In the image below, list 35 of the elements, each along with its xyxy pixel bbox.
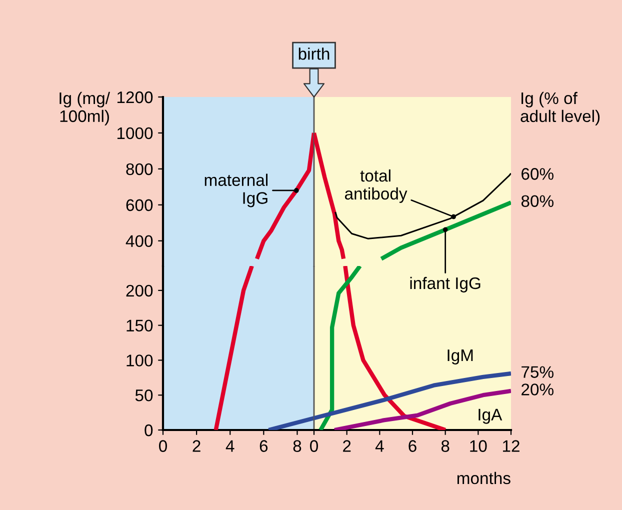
annotation: IgA [478,408,502,424]
x-tick-label: 6 [408,440,416,452]
x-tick-label: 2 [343,440,351,452]
x-tick-label: 0 [159,440,167,452]
annotation: 60% [522,168,554,180]
x-tick-label: 10 [470,440,487,452]
annotation: 75% [522,366,554,378]
x-tick-label: 0 [310,440,318,452]
annotation: infant IgG [410,276,480,292]
y-tick-label: 200 [126,284,153,297]
x-axis-title: months [457,472,510,484]
y-tick-label: 1000 [117,127,153,140]
y-tick-label: 0 [144,424,153,436]
y-tick-label: 800 [126,163,153,176]
y-tick-label: 1200 [117,91,153,104]
y-tick-label: 150 [126,320,153,332]
x-tick-label: 4 [226,440,234,452]
annotation: 20% [522,384,554,396]
annotation: 80% [521,195,554,208]
annotation: IgM [448,350,473,364]
y-tick-label: 50 [135,390,153,402]
y-tick-label: 100 [126,354,153,366]
annotation: total antibody [344,169,408,203]
x-tick-label: 4 [375,440,384,452]
x-tick-label: 12 [503,440,520,452]
y-axis-title: Ig (mg/ 100ml) [60,92,110,126]
x-tick-label: 8 [293,440,302,452]
x-tick-label: 8 [441,440,450,452]
y-tick-label: 400 [126,235,153,248]
y-tick-label: 600 [126,199,153,212]
x-tick-label: 6 [260,440,268,452]
x-tick-label: 2 [192,440,200,452]
annotation: birth [298,48,330,60]
annotation: maternal IgG [204,174,268,208]
y2-axis-title: Ig (% of adult level) [520,92,600,126]
